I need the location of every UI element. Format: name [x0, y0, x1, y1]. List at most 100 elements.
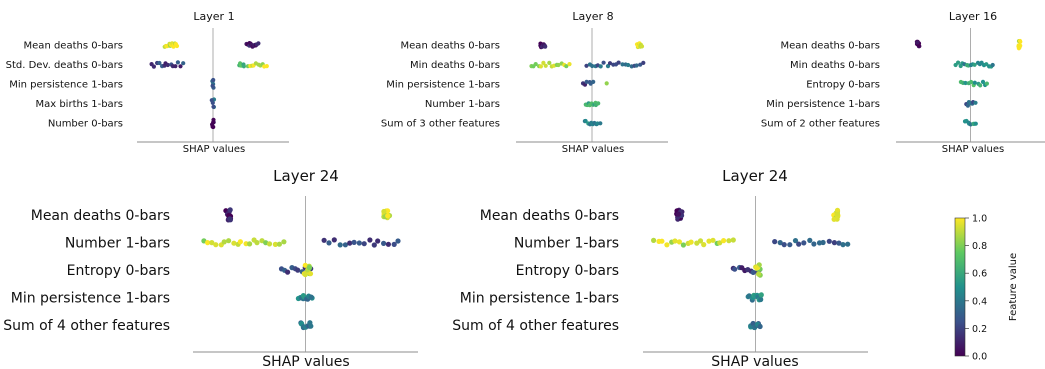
- shap-point: [342, 242, 348, 248]
- feature-label: Mean deaths 0-bars: [781, 41, 880, 52]
- x-axis-label: SHAP values: [711, 354, 798, 369]
- feature-label: Sum of 3 other features: [381, 119, 500, 130]
- shap-point: [254, 240, 260, 246]
- shap-point: [385, 241, 391, 247]
- shap-point: [598, 121, 603, 126]
- shap-point: [980, 79, 986, 84]
- panel-title: Layer 24: [722, 167, 788, 185]
- shap-point: [591, 79, 596, 84]
- shap-point: [371, 242, 377, 248]
- shap-point: [247, 241, 253, 247]
- feature-label: Max births 1-bars: [35, 99, 123, 110]
- shap-point: [231, 240, 237, 246]
- shap-point: [209, 240, 215, 246]
- shap-point: [831, 240, 838, 246]
- shap-point: [205, 240, 211, 246]
- shap-point: [547, 60, 552, 65]
- shap-point: [834, 211, 840, 217]
- shap-point: [165, 62, 170, 68]
- shap-panel-5: Layer 24 SHAP values Mean deaths 0-bars Num…: [452, 167, 868, 369]
- feature-label: Sum of 2 other features: [761, 119, 880, 130]
- shap-point: [281, 239, 287, 245]
- shap-point: [675, 211, 682, 217]
- shap-point: [174, 43, 180, 49]
- panel-title: Layer 8: [572, 10, 613, 23]
- shap-point: [237, 239, 243, 245]
- shap-panel-3: Layer 16 SHAP values Mean deaths 0-bars Min…: [761, 10, 1045, 155]
- shap-point: [227, 216, 233, 222]
- shap-point: [697, 238, 704, 244]
- shap-point: [836, 240, 842, 246]
- feature-label: Std. Dev. deaths 0-bars: [6, 60, 123, 71]
- shap-point: [285, 269, 291, 275]
- shap-point: [213, 242, 219, 248]
- shap-point: [915, 40, 920, 45]
- feature-label: Sum of 4 other features: [452, 318, 619, 334]
- shap-point: [984, 81, 990, 86]
- shap-point: [541, 60, 546, 65]
- shap-point: [756, 271, 762, 277]
- x-axis-label: SHAP values: [183, 144, 245, 155]
- shap-point: [973, 121, 978, 126]
- colorbar-tick-label: 0.2: [972, 324, 987, 335]
- feature-label: Entropy 0-bars: [67, 263, 170, 279]
- shap-point: [807, 237, 813, 243]
- shap-point: [211, 77, 216, 83]
- shap-point: [583, 118, 588, 124]
- feature-label: Number 1-bars: [425, 99, 500, 110]
- feature-label: Min persistence 1-bars: [386, 80, 500, 91]
- shap-point: [651, 237, 657, 243]
- shap-point: [801, 240, 807, 246]
- shap-point: [972, 80, 977, 85]
- shap-point: [956, 60, 961, 65]
- shap-point: [840, 242, 846, 248]
- panel-title: Layer 16: [949, 10, 997, 23]
- shap-point: [381, 240, 387, 246]
- shap-point: [264, 64, 269, 69]
- shap-point: [272, 241, 278, 247]
- feature-label: Min deaths 0-bars: [410, 60, 500, 71]
- colorbar-tick-label: 0.8: [972, 241, 987, 252]
- shap-panel-4: Layer 24 SHAP values Mean deaths 0-bars Num…: [3, 167, 418, 369]
- shap-point: [538, 64, 544, 69]
- shap-point: [639, 44, 645, 49]
- feature-label: Min persistence 1-bars: [9, 80, 123, 91]
- shap-point: [616, 60, 621, 65]
- shap-point: [758, 296, 764, 303]
- shap-point: [717, 240, 723, 246]
- shap-point: [758, 292, 764, 298]
- shap-point: [969, 79, 974, 85]
- shap-point: [226, 238, 232, 244]
- shap-point: [241, 64, 246, 69]
- shap-point: [750, 269, 756, 275]
- shap-point: [757, 323, 763, 330]
- feature-label: Min persistence 1-bars: [11, 290, 170, 306]
- shap-point: [598, 64, 603, 69]
- shap-point: [726, 238, 732, 244]
- shap-point: [634, 63, 639, 68]
- shap-point: [834, 207, 841, 213]
- x-axis-label: SHAP values: [942, 144, 1004, 155]
- shap-point: [978, 83, 983, 88]
- shap-point: [367, 237, 373, 243]
- colorbar-tick-label: 0.0: [972, 352, 987, 363]
- shap-point: [772, 239, 778, 245]
- shap-point: [567, 62, 572, 67]
- feature-label: Entropy 0-bars: [806, 80, 880, 91]
- shap-point: [990, 62, 995, 68]
- shap-point: [221, 239, 227, 245]
- shap-point: [337, 242, 343, 248]
- shap-panel-2: Layer 8 SHAP values Mean deaths 0-bars Min …: [381, 10, 668, 155]
- shap-point: [395, 238, 401, 244]
- shap-point: [181, 61, 186, 66]
- shap-point: [157, 60, 162, 66]
- shap-point: [680, 242, 687, 248]
- shap-point: [710, 237, 716, 243]
- shap-point: [701, 242, 707, 248]
- shap-point: [543, 44, 548, 49]
- shap-point: [331, 237, 337, 243]
- shap-point: [307, 271, 314, 277]
- feature-label: Mean deaths 0-bars: [480, 208, 619, 224]
- shap-point: [375, 238, 381, 244]
